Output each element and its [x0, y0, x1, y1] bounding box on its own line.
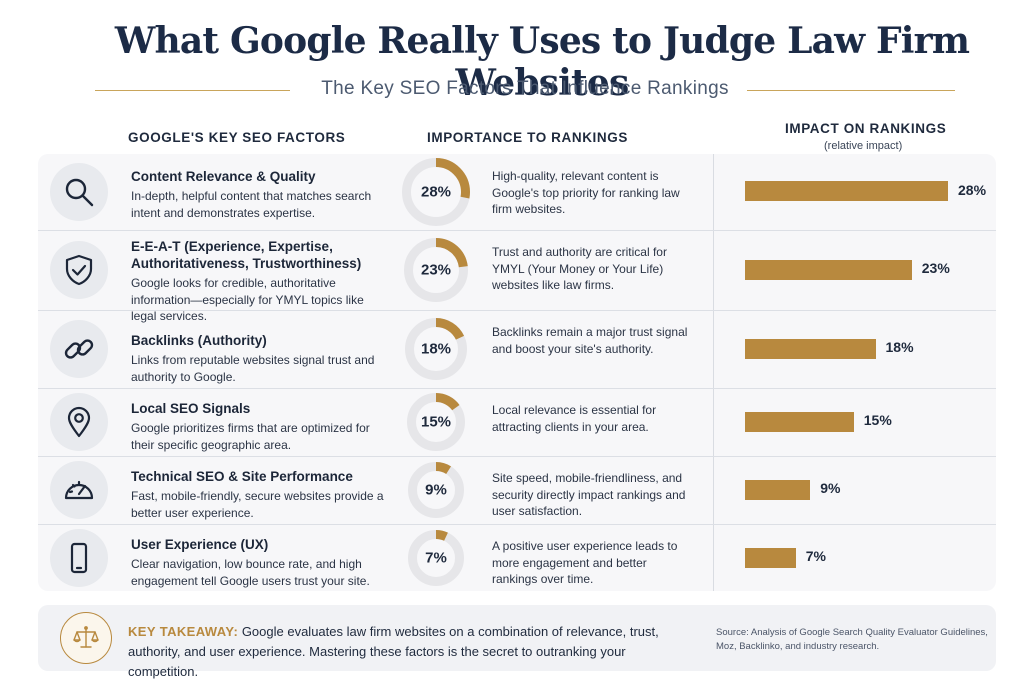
donut-arc: [402, 158, 470, 226]
row-separator: [38, 310, 996, 311]
impact-bar: [745, 480, 811, 500]
impact-bar: [745, 181, 948, 201]
importance-text: High-quality, relevant content is Google…: [492, 169, 680, 216]
importance-text: Backlinks remain a major trust signal an…: [492, 325, 688, 356]
importance-text: A positive user experience leads to more…: [492, 539, 678, 586]
page-subtitle: The Key SEO Factors That Influence Ranki…: [321, 78, 729, 99]
donut-label: 18%: [420, 340, 452, 358]
impact-bar-label: 9%: [820, 480, 841, 496]
factor-title: Content Relevance & Quality: [131, 169, 316, 184]
importance-donut: 23%: [404, 238, 468, 302]
importance-donut: 7%: [408, 529, 464, 586]
takeaway-body: Google evaluates law firm websites on a …: [128, 624, 659, 679]
importance-text: Site speed, mobile-friendliness, and sec…: [492, 471, 686, 518]
smartphone-icon: [50, 528, 108, 587]
donut-label: 9%: [425, 481, 447, 499]
factor-description: Google looks for credible, authoritative…: [131, 276, 364, 323]
impact-bar: [745, 339, 876, 359]
factors-column-header: GOOGLE'S KEY SEO FACTORS: [128, 130, 346, 145]
shield-check-icon: [50, 241, 108, 299]
factor-title: Backlinks (Authority): [131, 333, 267, 348]
scales-icon: [60, 612, 112, 664]
factor-title: User Experience (UX): [131, 537, 269, 552]
donut-arc: [408, 462, 464, 518]
source-note: Source: Analysis of Google Search Qualit…: [716, 627, 988, 652]
takeaway-box: [38, 605, 996, 671]
donut-label: 28%: [420, 183, 452, 201]
impact-bar: [745, 412, 854, 432]
magnifier-icon: [50, 163, 108, 221]
location-pin-icon: [50, 393, 108, 451]
row-separator: [38, 456, 996, 457]
factor-title: E-E-A-T (Experience, Expertise, Authorit…: [131, 239, 362, 271]
speedometer-icon: [50, 461, 108, 519]
impact-bar: [745, 547, 796, 568]
impact-bar-label: 23%: [921, 260, 950, 276]
donut-label: 15%: [420, 413, 452, 431]
impact-bar: [745, 260, 912, 280]
impact-bar-label: 28%: [958, 182, 987, 198]
takeaway-label: KEY TAKEAWAY:: [128, 624, 239, 639]
donut-label: 23%: [420, 261, 452, 279]
impact-column-header: IMPACT ON RANKINGS: [785, 121, 947, 136]
subtitle-rule-right: [747, 90, 955, 91]
factor-title: Local SEO Signals: [131, 401, 251, 416]
importance-text: Trust and authority are critical for YMY…: [492, 245, 667, 292]
importance-column-header: IMPORTANCE TO RANKINGS: [427, 130, 628, 145]
link-icon: [50, 320, 108, 378]
subtitle-block: The Key SEO Factors That Influence Ranki…: [95, 78, 955, 104]
impact-bar-label: 18%: [885, 339, 914, 355]
importance-donut: 15%: [407, 393, 465, 451]
impact-bar-label: 15%: [863, 412, 892, 428]
row-separator: [38, 388, 996, 389]
subtitle-rule-left: [95, 90, 290, 91]
donut-arc: [407, 393, 465, 451]
row-separator: [38, 230, 996, 231]
factor-title: Technical SEO & Site Performance: [131, 469, 353, 484]
factor-description: Fast, mobile-friendly, secure websites p…: [131, 489, 384, 520]
importance-donut: 9%: [408, 462, 464, 518]
donut-arc: [408, 529, 464, 586]
factor-description: Links from reputable websites signal tru…: [131, 353, 375, 384]
importance-donut: 18%: [405, 318, 467, 380]
factor-description: In-depth, helpful content that matches s…: [131, 189, 372, 220]
impact-bar-label: 7%: [805, 547, 826, 564]
importance-text: Local relevance is essential for attract…: [492, 403, 657, 434]
factors-panel: [38, 154, 996, 591]
page-title: What Google Really Uses to Judge Law Fir…: [114, 20, 970, 104]
donut-label: 7%: [425, 549, 447, 566]
donut-arc: [405, 318, 467, 380]
takeaway-text: KEY TAKEAWAY: Google evaluates law firm …: [128, 622, 698, 682]
column-divider: [713, 154, 714, 591]
impact-column-subheader: (relative impact): [824, 140, 903, 152]
factor-description: Clear navigation, low bounce rate, and h…: [131, 557, 370, 588]
importance-donut: 28%: [402, 158, 470, 226]
row-separator: [38, 524, 996, 525]
factor-description: Google prioritizes firms that are optimi…: [131, 421, 370, 452]
donut-arc: [404, 238, 468, 302]
